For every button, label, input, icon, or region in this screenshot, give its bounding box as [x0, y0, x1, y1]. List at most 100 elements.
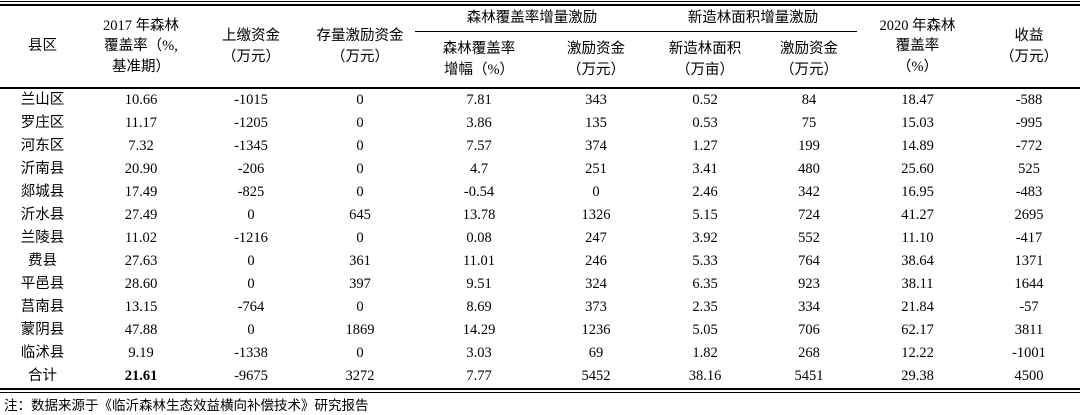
county-cell: 临沭县 [20, 345, 65, 361]
value-cell: 21.84 [901, 299, 934, 315]
value-cell: -825 [237, 184, 265, 200]
county-cell: 蒙阴县 [20, 322, 65, 338]
value-cell: 38.16 [688, 368, 722, 384]
value-cell: 13.15 [124, 299, 158, 315]
value-cell: 14.89 [901, 138, 934, 154]
header-row-subcolumns: 森林覆盖率 增幅（%） 激励资金 （万元） 新造林面积 （万亩） 激励资金 （万… [0, 31, 1080, 89]
value-cell: 20.90 [124, 161, 158, 177]
value-cell: 84 [801, 92, 817, 108]
value-cell: 0.52 [692, 92, 718, 108]
col-header-county: 县区 [0, 5, 85, 89]
value-cell: 27.49 [124, 207, 158, 223]
value-cell: 0 [356, 230, 364, 246]
table-row: 郯城县 17.49 -825 0 -0.54 0 2.46 342 16.95 -483 [0, 181, 1080, 204]
value-cell: 373 [585, 299, 607, 315]
value-cell: 2695 [1014, 207, 1044, 223]
value-cell: 11.10 [901, 230, 934, 246]
value-cell: 14.29 [462, 322, 496, 338]
value-cell: 5451 [794, 368, 824, 384]
value-cell: 16.95 [901, 184, 934, 200]
value-cell: 251 [585, 161, 607, 177]
value-cell: 15.03 [901, 115, 934, 131]
county-cell: 兰陵县 [20, 230, 65, 246]
col-header-income: 收益 （万元） [978, 5, 1080, 89]
value-cell: 3.86 [466, 115, 492, 131]
value-cell: 28.60 [124, 276, 158, 292]
value-cell: 0 [356, 345, 364, 361]
value-cell: -57 [1019, 299, 1039, 315]
county-cell: 沂南县 [20, 161, 65, 177]
value-cell: 4.7 [469, 161, 489, 177]
value-cell: 268 [798, 345, 820, 361]
value-cell: 0 [592, 184, 600, 200]
value-cell: -206 [237, 161, 265, 177]
county-cell: 合计 [28, 368, 57, 384]
value-cell: 2.46 [692, 184, 718, 200]
value-cell: 645 [349, 207, 371, 223]
compensation-table: 县区 2017 年森林 覆盖率（%, 基准期） 上缴资金 （万元） 存量激励资金… [0, 4, 1080, 390]
value-cell: -1345 [234, 138, 268, 154]
value-cell: 706 [798, 322, 820, 338]
value-cell: -483 [1015, 184, 1043, 200]
value-cell: -1338 [234, 345, 268, 361]
value-cell: 4500 [1014, 368, 1044, 384]
value-cell: 0.08 [466, 230, 492, 246]
value-cell: 5.15 [692, 207, 718, 223]
value-cell: 764 [798, 253, 820, 269]
col-header-cover-2020: 2020 年森林 覆盖率 （%） [857, 5, 978, 89]
value-cell: 1236 [581, 322, 611, 338]
value-cell: 38.11 [901, 276, 934, 292]
table-body: 兰山区 10.66 -1015 0 7.81 343 0.52 84 18.47 -588 罗庄区 1… [0, 88, 1080, 389]
value-cell: 135 [585, 115, 607, 131]
table-row: 兰山区 10.66 -1015 0 7.81 343 0.52 84 18.47 -588 [0, 88, 1080, 112]
value-cell: 0 [356, 138, 364, 154]
value-cell: 8.69 [466, 299, 492, 315]
value-cell: 1644 [1014, 276, 1044, 292]
value-cell: 199 [798, 138, 820, 154]
value-cell: 342 [798, 184, 820, 200]
value-cell: 374 [585, 138, 607, 154]
value-cell: 0 [356, 184, 364, 200]
table-row: 沂水县 27.49 0 645 13.78 1326 5.15 724 41.27 2695 [0, 204, 1080, 227]
value-cell: -588 [1015, 92, 1043, 108]
col-header-cover-increase: 森林覆盖率 增幅（%） [415, 31, 543, 89]
col-header-area-fund: 激励资金 （万元） [761, 31, 857, 89]
value-cell: 11.01 [462, 253, 496, 269]
value-cell: 724 [798, 207, 820, 223]
value-cell: 0 [356, 92, 364, 108]
value-cell: 17.49 [124, 184, 158, 200]
value-cell: 13.78 [462, 207, 496, 223]
col-header-cover-2017: 2017 年森林 覆盖率（%, 基准期） [85, 5, 197, 89]
value-cell: 3.92 [692, 230, 718, 246]
value-cell: 7.57 [466, 138, 492, 154]
value-cell: -9675 [234, 368, 268, 384]
value-cell: 62.17 [901, 322, 934, 338]
value-cell: 0 [247, 207, 255, 223]
value-cell: 0.53 [692, 115, 718, 131]
value-cell: 5452 [581, 368, 611, 384]
value-cell: 361 [349, 253, 371, 269]
value-cell: -764 [237, 299, 265, 315]
county-cell: 河东区 [20, 138, 65, 154]
col-header-paid-funds: 上缴资金 （万元） [197, 5, 305, 89]
table-row: 沂南县 20.90 -206 0 4.7 251 3.41 480 25.60 525 [0, 158, 1080, 181]
county-cell: 郯城县 [20, 184, 65, 200]
value-cell: 11.02 [124, 230, 158, 246]
value-cell: 0 [356, 299, 364, 315]
value-cell: 334 [798, 299, 820, 315]
value-cell: 3.41 [692, 161, 718, 177]
value-cell: 552 [798, 230, 820, 246]
value-cell: 3.03 [466, 345, 492, 361]
value-cell: 1.27 [692, 138, 718, 154]
value-cell: 0 [247, 276, 255, 292]
value-cell: 6.35 [692, 276, 718, 292]
col-header-new-area: 新造林面积 （万亩） [649, 31, 761, 89]
county-cell: 平邑县 [20, 276, 65, 292]
value-cell: 27.63 [124, 253, 158, 269]
value-cell: 0 [356, 161, 364, 177]
county-cell: 罗庄区 [20, 115, 65, 131]
table-row: 蒙阴县 47.88 0 1869 14.29 1236 5.05 706 62.17 3811 [0, 319, 1080, 342]
value-cell: 25.60 [901, 161, 934, 177]
value-cell: -1205 [234, 115, 268, 131]
